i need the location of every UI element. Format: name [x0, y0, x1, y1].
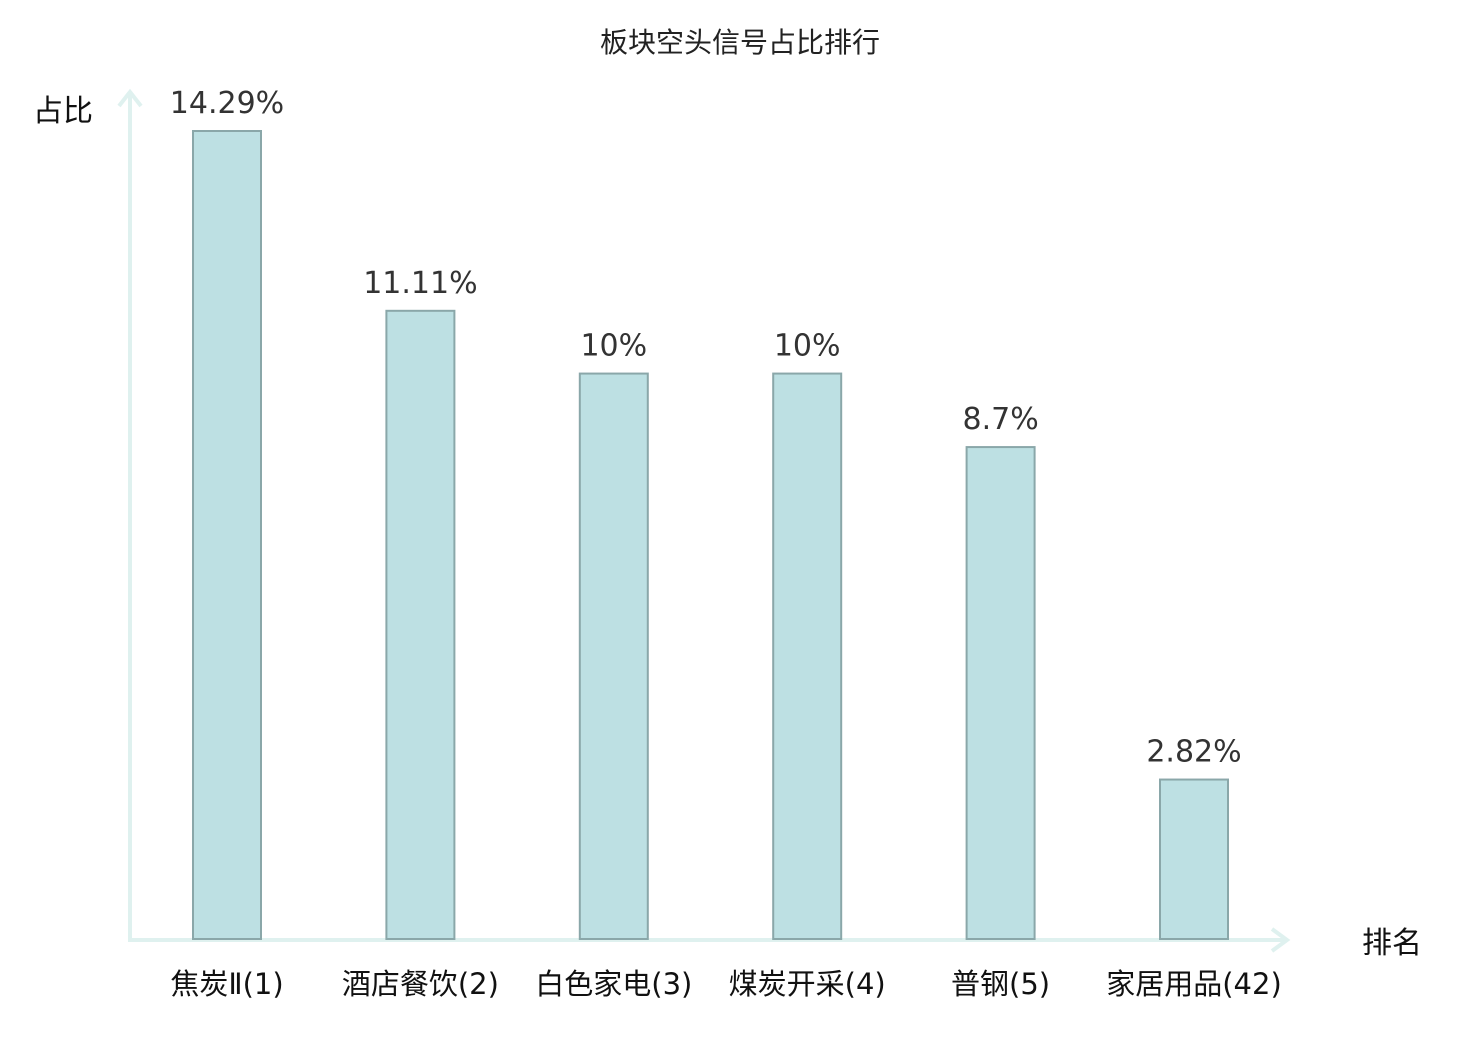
value-label-6: 2.82% — [1146, 735, 1241, 770]
value-label-5: 8.7% — [962, 402, 1038, 437]
bar-4 — [772, 372, 843, 940]
category-name-5: 普钢 — [951, 967, 1009, 1001]
bar-1 — [192, 130, 262, 940]
category-label-5: 普钢(5) — [951, 967, 1050, 1001]
bars-group — [192, 130, 1229, 941]
category-rank-2: (2) — [458, 967, 499, 1001]
value-label-3: 10% — [580, 329, 647, 364]
category-rank-1: (1) — [243, 967, 284, 1001]
category-name-3: 白色家电 — [535, 967, 651, 1001]
category-label-3: 白色家电(3) — [535, 967, 692, 1001]
value-label-4: 10% — [774, 329, 841, 364]
category-rank-3: (3) — [651, 967, 692, 1001]
y-axis-label: 占比 — [33, 94, 93, 129]
category-name-4: 煤炭开采 — [729, 967, 845, 1001]
bar-3 — [578, 372, 649, 940]
value-labels-group: 14.29% 11.11% 10% 10% 8.7% 2.82% — [170, 86, 1242, 770]
category-rank-4: (4) — [845, 967, 886, 1001]
category-rank-6: (42) — [1222, 967, 1282, 1001]
category-name-2: 酒店餐饮 — [342, 967, 458, 1001]
bar-5 — [965, 446, 1036, 940]
value-label-1: 14.29% — [170, 86, 284, 121]
category-name-1: 焦炭Ⅱ — [170, 967, 242, 1001]
category-label-4: 煤炭开采(4) — [729, 967, 886, 1001]
bar-2 — [385, 309, 456, 940]
x-axis-label: 排名 — [1362, 926, 1422, 961]
value-label-2: 11.11% — [363, 266, 477, 301]
category-label-2: 酒店餐饮(2) — [342, 967, 499, 1001]
y-axis-arrow-icon — [117, 88, 143, 108]
category-name-6: 家居用品 — [1106, 967, 1222, 1001]
category-rank-5: (5) — [1009, 967, 1050, 1001]
category-labels-group: 焦炭Ⅱ(1) 酒店餐饮(2) 白色家电(3) 煤炭开采(4) 普钢(5) 家居用品(42) — [170, 967, 1281, 1001]
category-label-6: 家居用品(42) — [1106, 967, 1282, 1001]
chart-title: 板块空头信号占比排行 — [600, 26, 880, 59]
bar-6 — [1159, 778, 1229, 941]
axes — [117, 88, 1291, 953]
x-axis-arrow-icon — [1270, 927, 1291, 953]
category-label-1: 焦炭Ⅱ(1) — [170, 967, 283, 1001]
